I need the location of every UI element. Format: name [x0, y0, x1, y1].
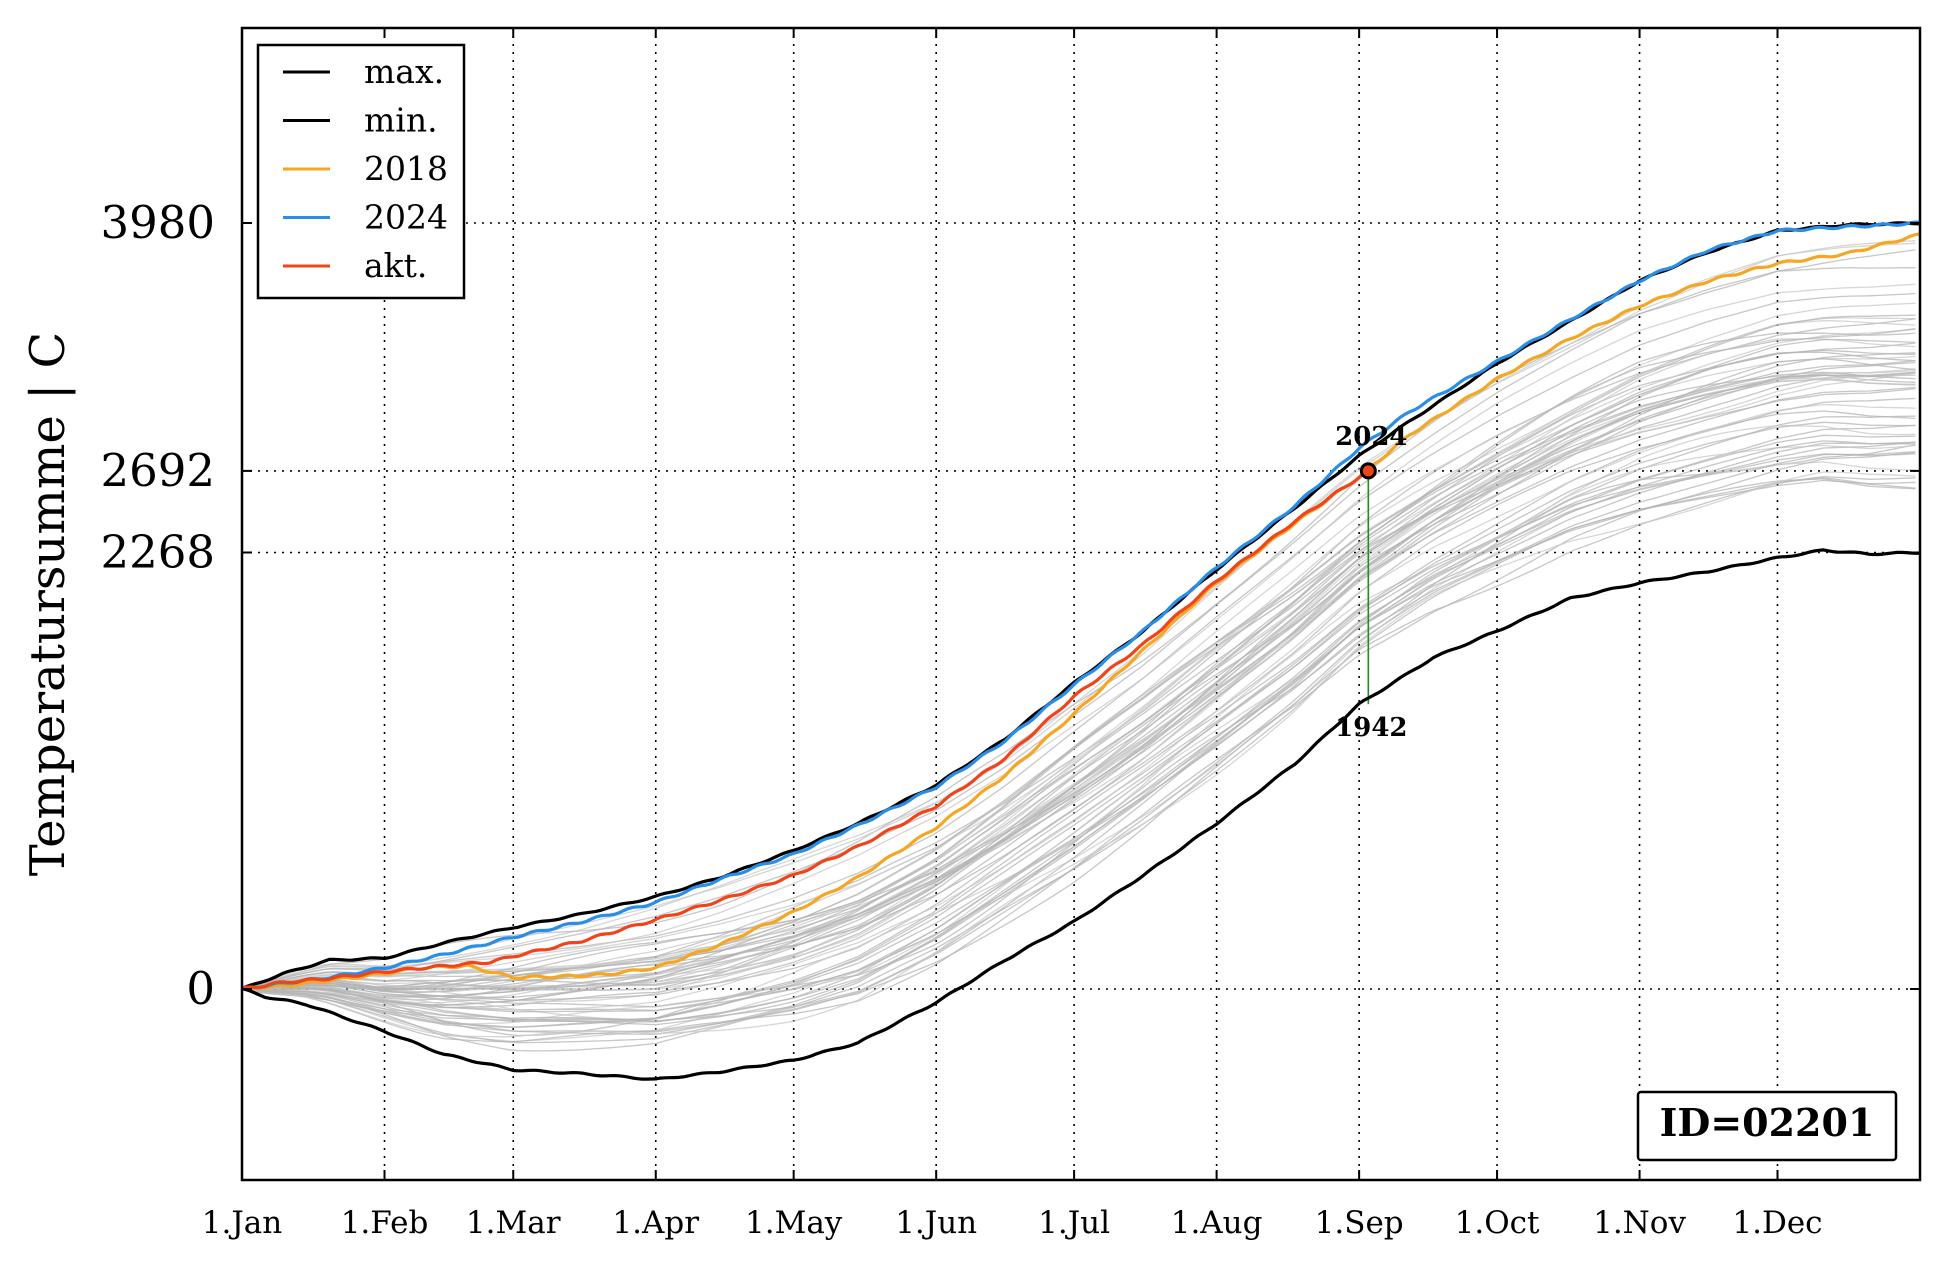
plot-area: [242, 28, 1920, 1180]
background-year-line: [242, 338, 1916, 990]
y-tick-label: 2692: [100, 444, 215, 497]
legend: max. min. 2018 2024 akt.: [256, 43, 466, 300]
background-year-line: [242, 415, 1916, 1021]
plot-frame: [240, 26, 1922, 1182]
background-year-line: [242, 361, 1916, 999]
x-tick-label: 1.Apr: [612, 1205, 699, 1241]
background-year-line: [242, 314, 1916, 990]
series-layer: [242, 220, 1920, 1081]
background-year-line: [242, 374, 1916, 991]
annotation-label: 2024: [1335, 422, 1407, 452]
background-year-line: [242, 403, 1916, 1011]
series-line-akt: [242, 468, 1370, 990]
id-box-frame: [1636, 1090, 1898, 1162]
background-year-line: [242, 453, 1916, 1023]
background-year-line: [242, 410, 1916, 1008]
background-year-line: [242, 240, 1916, 990]
x-tick-label: 1.Feb: [341, 1205, 429, 1241]
background-year-line: [242, 372, 1916, 1002]
legend-box: [256, 43, 466, 300]
background-year-line: [242, 421, 1916, 1013]
background-year-line: [242, 358, 1916, 990]
x-tick-label: 1.Jul: [1038, 1205, 1110, 1241]
background-year-line: [242, 320, 1916, 990]
x-tick-label: 1.Nov: [1593, 1205, 1686, 1241]
background-year-line: [242, 351, 1916, 990]
legend-label: min.: [364, 101, 438, 140]
legend-label: 2024: [364, 198, 448, 237]
x-tick-label: 1.May: [745, 1205, 843, 1241]
y-tick-label: 2268: [100, 525, 215, 578]
current-marker: [1359, 462, 1377, 480]
x-tick-label: 1.Dec: [1732, 1205, 1822, 1241]
background-year-line: [242, 475, 1916, 1033]
x-tick-label: 1.Jan: [202, 1205, 282, 1241]
series-line-2024: [242, 220, 1920, 990]
background-year-line: [242, 397, 1916, 1009]
background-year-line: [242, 292, 1916, 990]
background-year-line: [242, 434, 1916, 1029]
y-tick-label: 0: [186, 962, 215, 1015]
background-year-line: [242, 371, 1916, 1001]
background-years: [242, 240, 1916, 1052]
legend-label: 2018: [364, 149, 448, 188]
ticks: 1.Jan 1.Feb 1.Mar 1.Apr 1.May 1.Jun 1.Jul 1.Aug…: [100, 28, 1920, 1241]
background-year-line: [242, 371, 1916, 997]
y-tick-label: 3980: [100, 196, 215, 249]
background-year-line: [242, 441, 1916, 1022]
background-year-line: [242, 477, 1916, 1052]
background-year-line: [242, 267, 1916, 990]
series-line-min: [242, 548, 1920, 1081]
y-axis-label: Temperatursumme | C: [20, 332, 76, 876]
grid: [242, 28, 1920, 1180]
background-year-line: [242, 371, 1916, 1004]
x-tick-label: 1.Jun: [895, 1205, 977, 1241]
x-tick-label: 1.Mar: [466, 1205, 561, 1241]
legend-label: akt.: [364, 246, 427, 285]
x-tick-label: 1.Oct: [1455, 1205, 1540, 1241]
x-tick-label: 1.Sep: [1315, 1205, 1404, 1241]
annotation-label: 1942: [1335, 713, 1407, 743]
background-year-line: [242, 386, 1916, 1001]
x-tick-label: 1.Aug: [1171, 1205, 1263, 1241]
series-line-2018: [242, 232, 1920, 991]
background-year-line: [242, 471, 1916, 1038]
legend-label: max.: [364, 52, 444, 91]
id-box: ID=02201: [1636, 1090, 1898, 1162]
id-box-text: ID=02201: [1660, 1100, 1875, 1145]
marker-layer: 2024 1942: [1335, 422, 1407, 743]
